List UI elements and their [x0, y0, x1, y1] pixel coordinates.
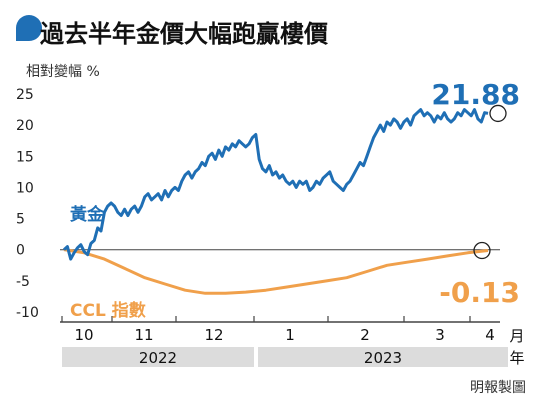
month-label-3: 3: [435, 326, 445, 344]
year-label-2022: 2022: [139, 349, 177, 367]
series-label-gold: 黃金: [69, 204, 105, 225]
y-tick-labels: 25 20 15 10 5 0 -5 -10: [16, 87, 39, 321]
credit-text: 明報製圖: [470, 380, 526, 396]
y-tick-label: -5: [16, 274, 30, 290]
month-label-10: 10: [74, 326, 93, 344]
y-axis-label: 相對變幅 %: [26, 64, 100, 80]
y-tick-label: 15: [16, 149, 34, 165]
y-tick-label: 20: [16, 118, 34, 134]
year-band-2022: [62, 347, 254, 367]
year-unit-label: 年: [509, 349, 524, 367]
month-label-4: 4: [485, 326, 495, 344]
series-line-ccl: [63, 248, 489, 295]
y-tick-label: 0: [16, 243, 25, 259]
chart-title: 過去半年金價大幅跑贏樓價: [40, 19, 329, 48]
series-line-gold: [62, 108, 489, 261]
month-label-12: 12: [204, 326, 223, 344]
gold-end-marker: [489, 104, 507, 123]
x-tick-marks: [61, 316, 471, 322]
ccl-end-value: -0.13: [439, 276, 520, 309]
ccl-end-marker: [473, 241, 491, 260]
year-band-2023: [258, 347, 508, 367]
title-bullet-icon: [16, 15, 42, 41]
month-label-1: 1: [285, 326, 295, 344]
month-label-2: 2: [360, 326, 370, 344]
gold-end-value: 21.88: [431, 78, 520, 111]
y-tick-label: -10: [16, 305, 39, 321]
series-label-ccl: CCL 指數: [70, 300, 146, 321]
year-label-2023: 2023: [364, 349, 402, 367]
y-tick-label: 5: [16, 212, 25, 228]
y-tick-label: 10: [16, 180, 34, 196]
month-label-11: 11: [134, 326, 153, 344]
month-unit-label: 月: [509, 327, 524, 345]
y-tick-label: 25: [16, 87, 34, 103]
